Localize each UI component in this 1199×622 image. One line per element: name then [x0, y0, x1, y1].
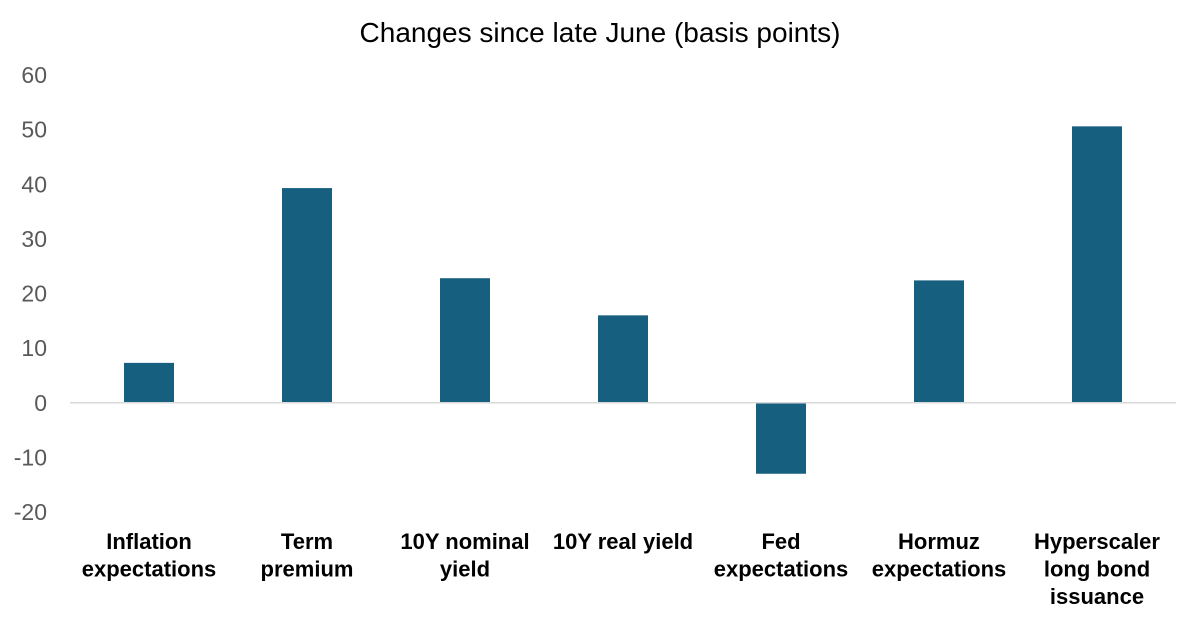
bar: [1072, 126, 1122, 403]
category-label: Hormuz expectations: [872, 529, 1007, 582]
bar: [124, 362, 174, 403]
y-tick-label: 50: [21, 117, 47, 143]
y-tick-label: 30: [21, 226, 47, 252]
bar: [440, 278, 490, 403]
category-label-line: Hormuz: [898, 529, 980, 554]
category-label-line: Fed: [761, 529, 800, 554]
category-label-line: premium: [261, 557, 354, 582]
bars: [124, 126, 1122, 474]
bar: [914, 280, 964, 403]
bar: [598, 315, 648, 403]
category-label-line: Inflation: [106, 529, 192, 554]
bar: [756, 402, 806, 474]
y-tick-label: 60: [21, 62, 47, 88]
category-label: 10Y nominal yield: [400, 529, 529, 582]
y-tick-label: 20: [21, 281, 47, 307]
y-tick-label: 0: [34, 390, 47, 416]
category-label-line: expectations: [714, 557, 849, 582]
x-axis: Inflation expectations Term premium 10Y nomi…: [82, 529, 1161, 609]
y-tick-label: -10: [14, 444, 47, 470]
category-label: Fed expectations: [714, 529, 849, 582]
y-tick-label: 40: [21, 171, 47, 197]
category-label: 10Y real yield: [553, 529, 693, 554]
chart-title: Changes since late June (basis points): [360, 17, 841, 48]
category-label-line: Hyperscaler: [1034, 529, 1160, 554]
category-label-line: yield: [440, 557, 490, 582]
y-tick-label: -20: [14, 499, 47, 525]
category-label: Term premium: [261, 529, 354, 582]
category-label-line: long bond: [1044, 557, 1150, 582]
category-label-line: 10Y nominal: [400, 529, 529, 554]
category-label-line: Term: [281, 529, 333, 554]
category-label-line: issuance: [1050, 584, 1144, 609]
y-tick-label: 10: [21, 335, 47, 361]
category-label-line: expectations: [82, 557, 217, 582]
y-axis: 60 50 40 30 20 10 0 -10 -20: [14, 62, 47, 525]
category-label-line: expectations: [872, 557, 1007, 582]
category-label-line: 10Y real yield: [553, 529, 693, 554]
bar: [282, 188, 332, 403]
category-label: Hyperscaler long bond issuance: [1034, 529, 1160, 609]
category-label: Inflation expectations: [82, 529, 217, 582]
